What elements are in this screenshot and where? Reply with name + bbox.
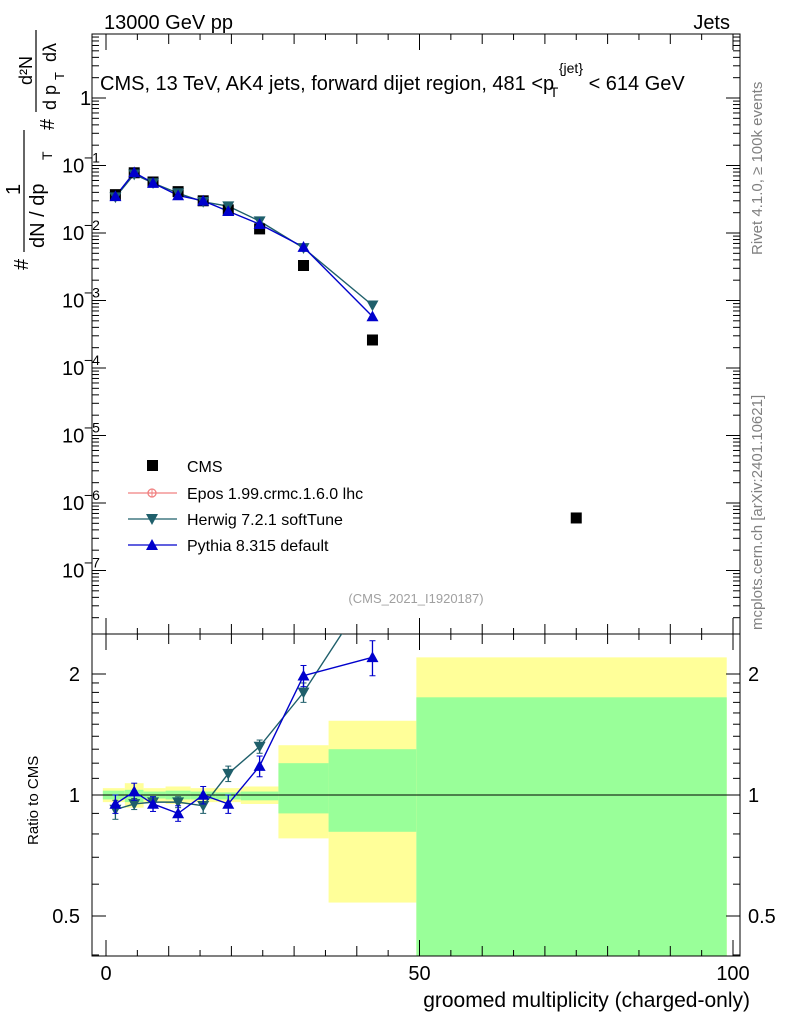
main-y-axis-label: # dN / dp T 1 # d²N d p T dλ — [3, 30, 67, 270]
series-lines — [114, 171, 373, 317]
main-ytick-label: 10 — [62, 291, 84, 313]
main-ytick-label: 10 — [62, 156, 84, 178]
pythia-ratio-point — [172, 807, 185, 819]
ylabel-num2: d²N — [16, 56, 36, 85]
pythia-ratio-point — [297, 669, 310, 681]
main-ytick-exp: −3 — [84, 285, 100, 301]
plot-title-sup: {jet} — [559, 60, 583, 76]
ratio-series-1 — [109, 640, 379, 822]
main-ytick-label: 10 — [62, 223, 84, 245]
header-left: 13000 GeV pp — [104, 12, 233, 34]
main-ytick-exp: −5 — [84, 420, 100, 436]
main-ytick-label: 10 — [62, 358, 84, 380]
ylabel-den-dn: dN / dp — [27, 184, 49, 248]
cms-point — [366, 334, 378, 346]
ylabel-den-sub: T — [39, 151, 55, 160]
ylabel-den2: d p — [40, 85, 60, 110]
herwig-ratio-point — [172, 797, 185, 809]
pythia-ratio-point — [222, 797, 235, 809]
band-green-8 — [328, 749, 417, 832]
plot-title: CMS, 13 TeV, AK4 jets, forward dijet reg… — [100, 56, 685, 102]
pythia-point — [172, 189, 185, 201]
legend-herwig-label: Herwig 7.2.1 softTune — [187, 512, 343, 529]
x-tick-label: 0 — [100, 963, 111, 985]
main-ytick-label: 10 — [62, 561, 84, 583]
main-line-2 — [114, 173, 373, 306]
pythia-point — [222, 205, 235, 217]
cms-point — [570, 512, 582, 524]
x-tick-label: 50 — [408, 963, 430, 985]
pythia-point — [366, 310, 379, 322]
herwig-ratio-point — [253, 741, 266, 753]
ratio-ytick-label: 2 — [69, 664, 80, 686]
main-ytick-exp: −4 — [84, 352, 100, 368]
pythia-point — [297, 241, 310, 252]
pythia-point — [147, 177, 160, 188]
legend-herwig-marker — [146, 514, 158, 525]
mcplots-label: mcplots.cern.ch [arXiv:2401.10621] — [749, 395, 766, 630]
ratio-ytick-label-right: 2 — [748, 664, 759, 686]
ratio-ytick-label-right: 1 — [748, 785, 759, 807]
ylabel-den2-sub: T — [52, 72, 67, 80]
main-ytick-exp: −2 — [84, 217, 100, 233]
herwig-point — [366, 300, 379, 312]
band-green-9 — [416, 697, 727, 956]
ylabel-num: 1 — [3, 184, 25, 195]
pythia-ratio-point — [109, 797, 122, 809]
legend-epos-label: Epos 1.99.crmc.1.6.0 lhc — [187, 486, 363, 503]
ylabel-hash2: # — [37, 118, 59, 130]
plot-title-main: CMS, 13 TeV, AK4 jets, forward dijet reg… — [100, 73, 554, 95]
ratio-ytick-label: 0.5 — [52, 906, 80, 928]
series-markers — [109, 166, 582, 822]
herwig-ratio-point — [297, 687, 310, 699]
main-ytick-exp: −7 — [84, 555, 100, 571]
pythia-ratio-point — [197, 789, 210, 800]
herwig-ratio-point — [128, 799, 141, 810]
legend-pythia-marker — [146, 539, 158, 550]
ylabel-hash1: # — [11, 258, 33, 270]
legend-cms-marker — [147, 460, 158, 471]
plot-title-tail: < 614 GeV — [589, 73, 686, 95]
legend-cms-label: CMS — [187, 459, 223, 476]
ratio-ytick-label: 1 — [69, 785, 80, 807]
main-ytick-exp: −1 — [84, 150, 100, 166]
pythia-point — [197, 194, 210, 206]
pythia-ratio-point — [366, 651, 379, 663]
pythia-point — [128, 166, 141, 178]
main-ytick-label: 10 — [62, 426, 84, 448]
pythia-ratio-point — [128, 785, 141, 797]
ratio-y-axis-label: Ratio to CMS — [25, 756, 42, 845]
pythia-point — [253, 218, 266, 230]
pythia-point — [109, 190, 122, 202]
rivet-label: Rivet 4.1.0, ≥ 100k events — [749, 82, 766, 255]
legend-pythia-label: Pythia 8.315 default — [187, 538, 329, 555]
ratio-ytick-label-right: 0.5 — [748, 906, 776, 928]
x-tick-label: 100 — [716, 963, 749, 985]
herwig-ratio-point — [222, 768, 235, 780]
pythia-ratio-point — [147, 797, 160, 809]
ylabel-den2-tail: dλ — [40, 43, 60, 62]
pythia-ratio-point — [253, 760, 266, 771]
legend: CMS Epos 1.99.crmc.1.6.0 lhc Herwig 7.2.… — [128, 459, 363, 555]
band-green-7 — [278, 763, 329, 814]
cms-point — [298, 260, 310, 272]
analysis-watermark: (CMS_2021_I1920187) — [348, 591, 483, 606]
ratio-uncertainty-bands — [102, 657, 727, 956]
main-ytick-exp: −6 — [84, 487, 100, 503]
main-ytick-label: 1 — [80, 88, 91, 110]
main-ytick-label: 10 — [62, 493, 84, 515]
header-right: Jets — [693, 12, 730, 34]
x-axis-label: groomed multiplicity (charged-only) — [423, 989, 750, 1012]
main-line-3 — [114, 171, 373, 317]
band-green-6 — [240, 791, 279, 801]
plot-title-sub: T — [550, 84, 559, 100]
